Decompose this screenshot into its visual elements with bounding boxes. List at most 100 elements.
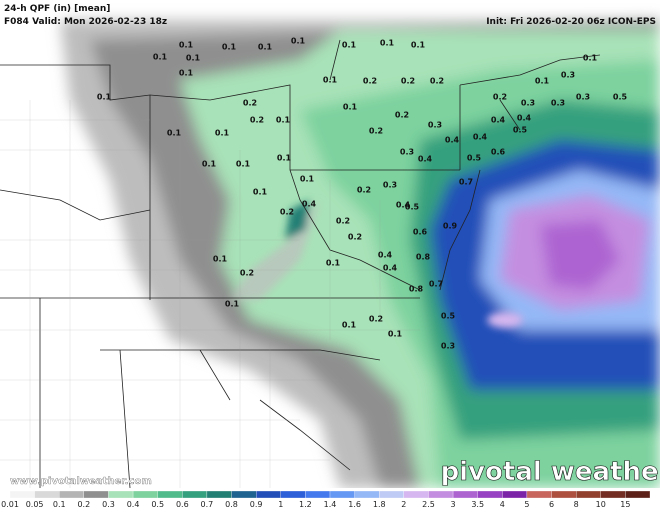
qpf-label: 0.5 — [405, 203, 420, 212]
colorbar-label: 15 — [620, 500, 630, 509]
qpf-label: 0.1 — [179, 41, 194, 50]
colorbar-label: 1 — [278, 500, 283, 509]
colorbar-label: 0.8 — [225, 500, 238, 509]
qpf-label: 0.4 — [378, 251, 393, 260]
qpf-label: 0.1 — [300, 175, 315, 184]
colorbar-swatch — [625, 490, 651, 499]
qpf-label: 0.3 — [561, 71, 575, 80]
qpf-label: 0.1 — [215, 129, 230, 138]
qpf-label: 0.1 — [343, 103, 358, 112]
qpf-label: 0.1 — [323, 76, 338, 85]
qpf-label: 0.1 — [213, 255, 228, 264]
colorbar-label: 4 — [500, 500, 505, 509]
qpf-label: 0.5 — [513, 126, 528, 135]
colorbar-swatch — [83, 490, 109, 499]
colorbar-label: 0.6 — [176, 500, 189, 509]
qpf-label: 0.4 — [383, 264, 398, 273]
colorbar-swatch — [502, 490, 528, 499]
colorbar-label: 1.6 — [348, 500, 361, 509]
qpf-label: 0.2 — [369, 315, 383, 324]
qpf-label: 0.2 — [363, 77, 377, 86]
colorbar-label: 0.4 — [127, 500, 140, 509]
colorbar-label: 1.2 — [299, 500, 312, 509]
colorbar-label: 10 — [596, 500, 606, 509]
qpf-label: 0.4 — [302, 200, 317, 209]
colorbar-swatch — [280, 490, 306, 499]
colorbar-label: 0.1 — [53, 500, 66, 509]
qpf-label: 0.2 — [357, 186, 371, 195]
precip-detail — [230, 200, 523, 328]
qpf-label: 0.1 — [380, 39, 395, 48]
qpf-label: 0.1 — [153, 53, 168, 62]
qpf-label: 0.2 — [493, 93, 507, 102]
title: 24-h QPF (in) [mean] — [4, 4, 110, 14]
colorbar-swatch — [9, 490, 35, 499]
qpf-label: 0.5 — [613, 93, 628, 102]
qpf-label: 0.4 — [473, 133, 488, 142]
credit: www.pivotalweather.com — [10, 476, 152, 487]
qpf-label: 0.1 — [253, 188, 268, 197]
colorbar-swatch — [379, 490, 404, 499]
colorbar-label: 2 — [401, 500, 406, 509]
qpf-label: 0.1 — [326, 259, 341, 268]
qpf-label: 0.3 — [428, 121, 442, 130]
qpf-label: 0.2 — [250, 116, 264, 125]
valid-time: F084 Valid: Mon 2026-02-23 18z — [4, 17, 167, 27]
colorbar-swatch — [576, 490, 601, 499]
qpf-label: 0.4 — [396, 201, 411, 210]
colorbar-swatch — [428, 490, 454, 499]
colorbar-label: 0.3 — [102, 500, 115, 509]
colorbar-swatch — [600, 490, 626, 499]
qpf-label: 0.1 — [583, 54, 598, 63]
colorbar-label: 0.5 — [151, 500, 164, 509]
qpf-label: 0.1 — [276, 116, 291, 125]
qpf-label: 0.7 — [429, 280, 443, 289]
init-time: Init: Fri 2026-02-20 06z ICON-EPS — [486, 17, 656, 27]
qpf-label: 0.1 — [535, 77, 550, 86]
colorbar-label: 3 — [451, 500, 456, 509]
colorbar-swatch — [551, 490, 577, 499]
qpf-label: 0.1 — [202, 160, 217, 169]
qpf-label: 0.3 — [441, 342, 455, 351]
qpf-label: 0.2 — [401, 77, 415, 86]
qpf-label: 0.1 — [388, 330, 403, 339]
colorbar-swatch — [256, 490, 281, 499]
qpf-label: 0.1 — [411, 41, 426, 50]
colorbar-label: 3.5 — [471, 500, 484, 509]
colorbar-label: 1.8 — [373, 500, 386, 509]
qpf-label: 0.1 — [342, 321, 357, 330]
qpf-label: 0.1 — [167, 129, 182, 138]
colorbar-swatch — [59, 490, 84, 499]
qpf-label: 0.2 — [348, 233, 362, 242]
qpf-label: 0.3 — [551, 99, 565, 108]
qpf-label: 0.2 — [243, 99, 257, 108]
qpf-label: 0.8 — [409, 285, 424, 294]
qpf-label: 0.3 — [400, 148, 414, 157]
colorbar-swatch — [231, 490, 257, 499]
qpf-label: 0.5 — [467, 154, 482, 163]
qpf-label: 0.4 — [517, 114, 532, 123]
qpf-label: 0.3 — [576, 93, 590, 102]
qpf-label: 0.1 — [179, 69, 194, 78]
colorbar-label: 6 — [549, 500, 554, 509]
qpf-label: 0.2 — [369, 127, 383, 136]
colorbar-swatch — [157, 490, 183, 499]
qpf-label: 0.7 — [459, 178, 473, 187]
colorbar-swatch — [182, 490, 208, 499]
colorbar-label: 8 — [574, 500, 579, 509]
qpf-label: 0.2 — [395, 111, 409, 120]
qpf-label: 0.1 — [291, 37, 306, 46]
county-lines — [0, 100, 420, 488]
colorbar-swatch — [526, 490, 552, 499]
colorbar-label: 0.01 — [1, 500, 19, 509]
qpf-label: 0.1 — [277, 154, 292, 163]
qpf-label: 0.9 — [443, 222, 458, 231]
watermark: pivotal weather — [441, 457, 660, 487]
qpf-label: 0.1 — [225, 300, 240, 309]
colorbar-label: 0.9 — [250, 500, 263, 509]
qpf-label: 0.3 — [383, 181, 397, 190]
colorbar-label: 0.05 — [26, 500, 44, 509]
colorbar-label: 2.5 — [422, 500, 435, 509]
qpf-label: 0.4 — [491, 116, 506, 125]
